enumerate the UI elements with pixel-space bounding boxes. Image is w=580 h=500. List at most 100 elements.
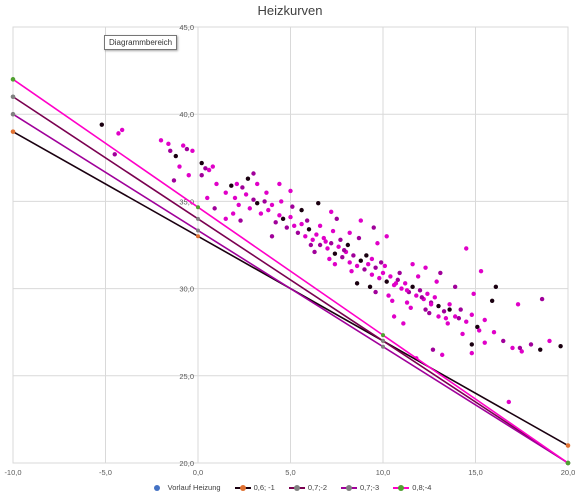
scatter-point (312, 249, 317, 255)
legend-item-series-1[interactable]: 0,6; -1 (234, 483, 275, 492)
scatter-point (168, 148, 173, 154)
scatter-point (358, 258, 363, 263)
scatter-point (428, 302, 434, 307)
scatter-point (299, 221, 304, 227)
legend-item-series-2[interactable]: 0,7;-2 (288, 483, 327, 492)
scatter-point (377, 275, 382, 281)
scatter-point (264, 190, 269, 195)
scatter-point (258, 211, 264, 216)
scatter-point (482, 340, 487, 345)
scatter-point (277, 213, 282, 218)
scatter-point (327, 256, 332, 262)
scatter-point (478, 268, 484, 274)
scatter-point (380, 270, 386, 276)
scatter-point (427, 310, 432, 316)
scatter-point (423, 265, 428, 270)
scatter-point (415, 274, 421, 279)
y-tick-label: 35,0 (179, 197, 194, 206)
scatter-point (177, 164, 182, 169)
scatter-point (401, 321, 406, 326)
scatter-point (251, 197, 256, 202)
scatter-point (410, 261, 415, 267)
scatter-point (336, 244, 341, 249)
scatter-point (306, 227, 312, 232)
scatter-point (447, 307, 452, 312)
x-tick-label: 5,0 (285, 468, 295, 477)
scatter-point (238, 218, 243, 223)
scatter-point (390, 298, 395, 304)
y-tick-label: 40,0 (179, 110, 194, 119)
scatter-point (354, 263, 360, 269)
scatter-point (290, 204, 295, 209)
scatter-point (438, 270, 443, 276)
scatter-point (425, 291, 430, 297)
scatter-point (251, 171, 256, 176)
scatter-point (308, 242, 314, 248)
scatter-point (288, 214, 293, 220)
scatter-point (458, 307, 463, 312)
scatter-point (362, 267, 367, 272)
legend-label-vorlauf: Vorlauf Heizung (167, 483, 221, 492)
scatter-point (255, 200, 260, 206)
scatter-point (158, 138, 164, 143)
scatter-point (354, 281, 360, 286)
curve-marker-2 (381, 338, 385, 343)
scatter-point (212, 206, 217, 211)
scatter-point (345, 242, 351, 248)
scatter-point (171, 178, 177, 183)
scatter-point (349, 268, 354, 274)
scatter-point (255, 181, 260, 187)
scatter-point (452, 284, 458, 290)
scatter-point (247, 206, 252, 211)
scatter-point (116, 131, 121, 136)
scatter-point (223, 216, 228, 222)
scatter-point (232, 195, 238, 201)
scatter-point (469, 342, 474, 347)
scatter-point (317, 223, 323, 229)
legend-item-series-3[interactable]: 0,7;-3 (341, 483, 379, 492)
x-tick-label: -5,0 (99, 468, 112, 477)
scatter-point (393, 281, 399, 286)
scatter-point (443, 316, 449, 321)
scatter-point (423, 307, 428, 312)
scatter-point (310, 237, 315, 242)
chart-title: Heizkurven (257, 3, 323, 18)
scatter-point (317, 242, 323, 248)
curve-marker-4 (10, 77, 16, 82)
scatter-point (452, 314, 458, 319)
scatter-point (229, 183, 234, 188)
legend-item-vorlauf[interactable]: Vorlauf Heizung (149, 483, 221, 492)
scatter-point (391, 314, 397, 319)
legend-dot-vorlauf (153, 484, 160, 491)
scatter-point (378, 260, 384, 265)
scatter-point (166, 141, 171, 147)
scatter-point (436, 314, 441, 319)
curve-line-4 (12, 78, 569, 464)
scatter-point (367, 284, 373, 290)
x-tick-label: -10,0 (4, 468, 21, 477)
legend-item-series-4[interactable]: 0,8;-4 (393, 483, 431, 492)
scatter-point (371, 225, 376, 230)
scatter-point (214, 181, 219, 187)
scatter-point (528, 342, 534, 347)
scatter-point (184, 146, 190, 152)
scatter-point (269, 234, 275, 239)
scatter-point (464, 319, 469, 324)
scatter-point (332, 261, 338, 267)
scatter-point (273, 220, 278, 225)
scatter-point (316, 200, 321, 206)
scatter-point (356, 235, 362, 241)
curve-marker-2 (10, 94, 16, 100)
scatter-point (119, 127, 125, 133)
curve-marker-4 (381, 333, 385, 338)
scatter-point (430, 347, 436, 352)
chart-area-tooltip: Diagrammbereich (104, 35, 178, 50)
scatter-point (489, 298, 495, 304)
legend-dot-series-4 (398, 484, 405, 491)
scatter-point (340, 255, 345, 260)
scatter-point (384, 279, 389, 284)
scatter-point (464, 246, 469, 251)
scatter-point (547, 338, 552, 344)
scatter-point (373, 289, 378, 295)
